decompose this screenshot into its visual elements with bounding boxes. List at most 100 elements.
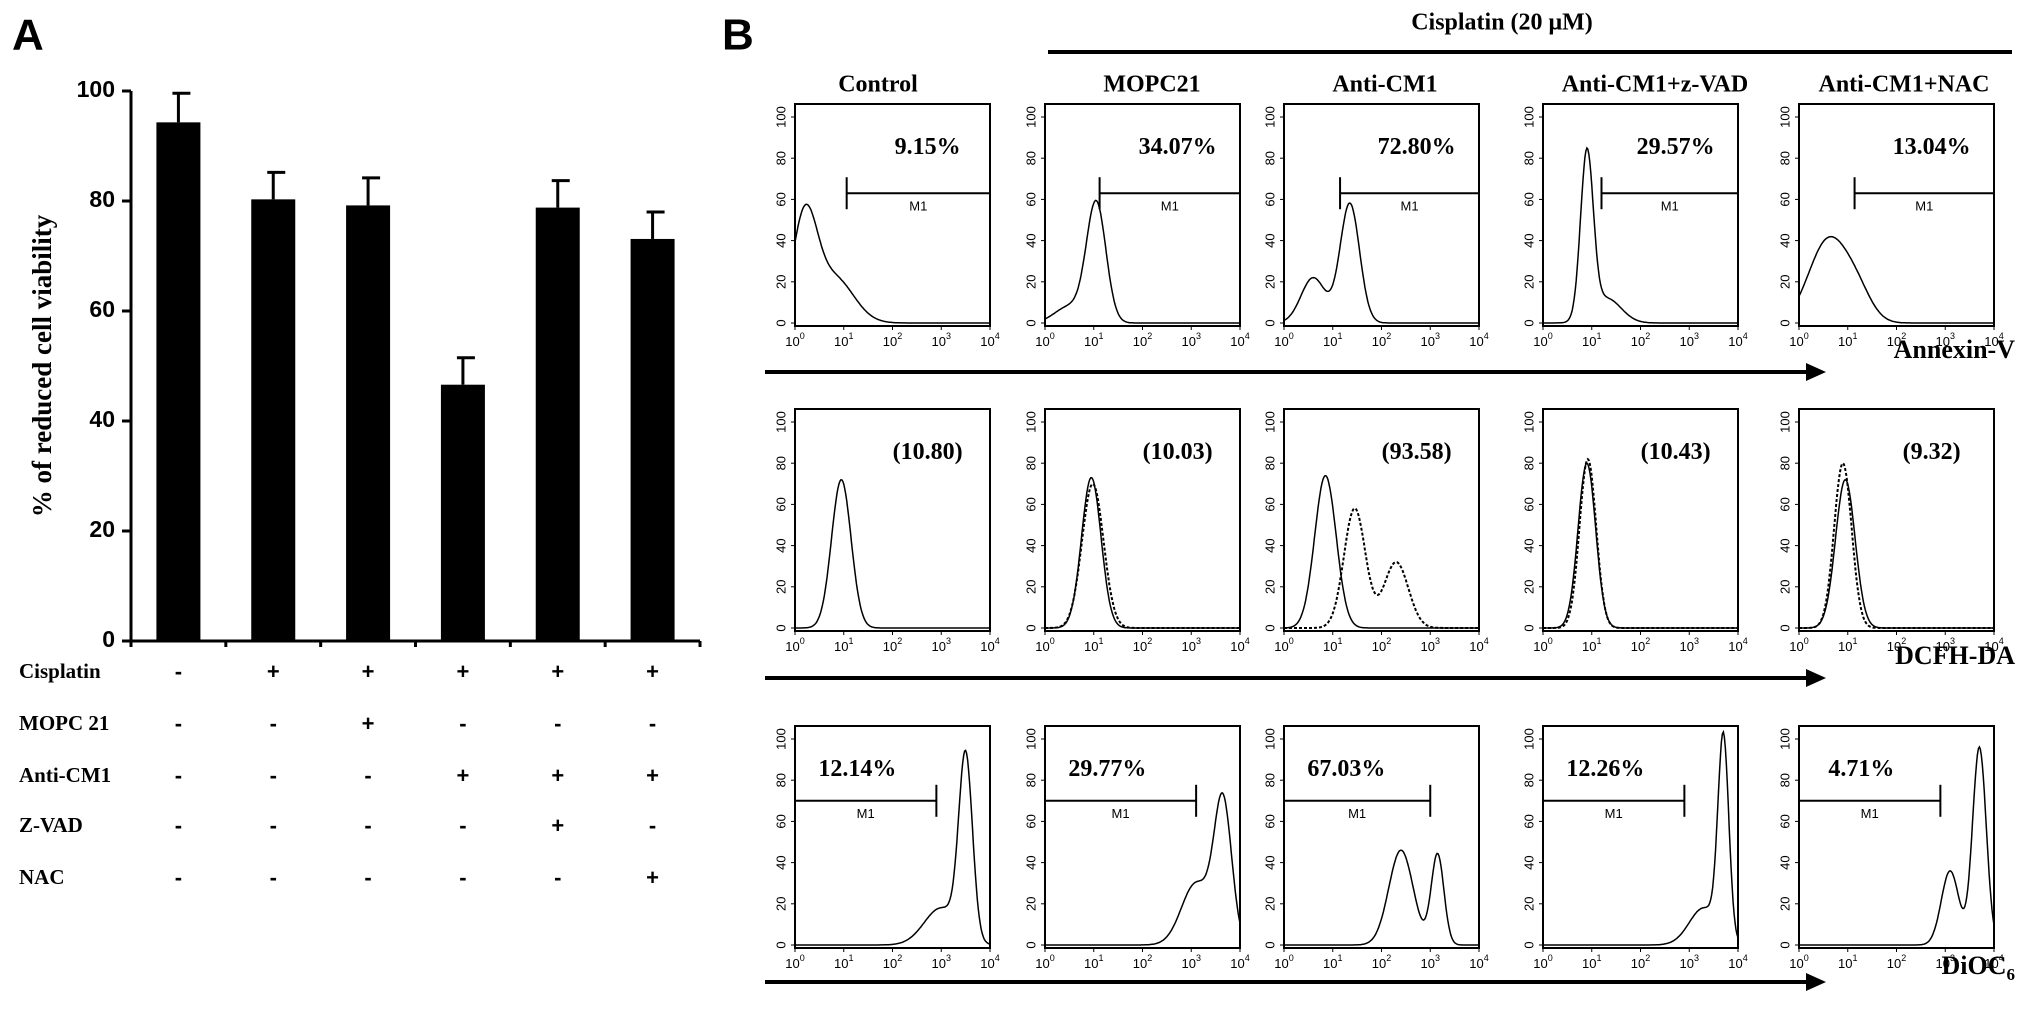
x-tick-label: 104 <box>980 636 999 654</box>
treatment-sign: - <box>554 711 561 736</box>
x-tick-exponent: 3 <box>1694 636 1699 646</box>
x-tick-base: 10 <box>1230 639 1244 654</box>
x-tick-exponent: 2 <box>897 953 902 963</box>
x-tick-base: 10 <box>1533 334 1547 349</box>
y-tick-label: 100 <box>1521 728 1536 750</box>
y-tick-label: 80 <box>1262 456 1277 470</box>
x-tick-base: 10 <box>1421 956 1435 971</box>
x-tick-label: 100 <box>1789 953 1808 971</box>
x-tick-base: 10 <box>1789 334 1803 349</box>
x-tick-label: 104 <box>980 953 999 971</box>
y-tick-label: 60 <box>1262 814 1277 828</box>
x-tick-exponent: 1 <box>1098 953 1103 963</box>
histogram-value-label: 12.26% <box>1566 756 1644 782</box>
x-tick-label: 100 <box>785 953 804 971</box>
treatment-sign: - <box>270 711 277 736</box>
x-tick-exponent: 3 <box>1950 636 1955 646</box>
plot-frame <box>794 103 991 327</box>
x-tick-exponent: 0 <box>1548 636 1553 646</box>
column-title: Anti-CM1+z-VAD <box>1562 72 1749 98</box>
histogram <box>1284 474 1479 629</box>
x-tick-base: 10 <box>1133 956 1147 971</box>
x-tick-exponent: 4 <box>995 636 1000 646</box>
x-tick-label: 102 <box>1631 636 1650 654</box>
x-tick-exponent: 4 <box>1743 953 1748 963</box>
axis-arrowhead <box>1806 973 1826 991</box>
x-tick-base: 10 <box>834 956 848 971</box>
x-tick-base: 10 <box>1936 639 1950 654</box>
x-tick-label: 101 <box>1838 331 1857 349</box>
x-tick-label: 100 <box>785 331 804 349</box>
x-tick-label: 102 <box>1887 331 1906 349</box>
x-tick-exponent: 3 <box>1435 636 1440 646</box>
x-tick-label: 103 <box>1680 636 1699 654</box>
y-tick-label: 0 <box>773 319 788 326</box>
error-bar <box>267 170 286 200</box>
y-axis-label: % of reduced cell viability <box>27 214 57 517</box>
x-tick-label: 103 <box>1421 953 1440 971</box>
x-tick-base: 10 <box>1084 956 1098 971</box>
y-tick-label: 0 <box>1023 941 1038 948</box>
x-tick-base: 10 <box>834 639 848 654</box>
treatment-sign: - <box>175 763 182 788</box>
column-title: Control <box>838 72 918 98</box>
marker-name: Annexin-V <box>1894 335 2016 364</box>
gate <box>1339 177 1480 210</box>
histogram-value-label: 4.71% <box>1828 756 1894 782</box>
x-tick-label: 104 <box>1230 331 1249 349</box>
y-tick-label: 20 <box>1777 897 1792 911</box>
y-tick-label: 40 <box>1023 233 1038 247</box>
treatment-sign: + <box>551 763 564 788</box>
y-tick-label: 60 <box>773 192 788 206</box>
gate <box>1853 177 1995 210</box>
x-tick-base: 10 <box>1887 639 1901 654</box>
x-tick-label: 101 <box>834 953 853 971</box>
x-tick-exponent: 3 <box>946 331 951 341</box>
bar <box>251 199 296 641</box>
x-tick-exponent: 4 <box>1484 636 1489 646</box>
x-tick-base: 10 <box>980 639 994 654</box>
bar <box>346 205 391 641</box>
histogram <box>795 749 991 946</box>
y-tick-label: 80 <box>1777 456 1792 470</box>
x-tick-label: 100 <box>1533 636 1552 654</box>
x-tick-exponent: 2 <box>1386 331 1391 341</box>
y-tick-label: 60 <box>1521 814 1536 828</box>
x-tick-exponent: 4 <box>995 953 1000 963</box>
y-tick-label: 60 <box>1521 192 1536 206</box>
x-tick-exponent: 1 <box>1596 331 1601 341</box>
x-tick-exponent: 0 <box>800 331 805 341</box>
x-tick-exponent: 3 <box>946 636 951 646</box>
gate-label: M1 <box>1661 199 1679 214</box>
y-tick-label: 0 <box>1023 624 1038 631</box>
y-tick-label: 100 <box>1777 411 1792 433</box>
x-tick-base: 10 <box>1887 956 1901 971</box>
x-tick-label: 103 <box>1936 636 1955 654</box>
y-tick-label: 80 <box>1521 151 1536 165</box>
treatment-sign: - <box>175 865 182 890</box>
x-tick-exponent: 2 <box>1901 636 1906 646</box>
x-tick-label: 103 <box>1680 331 1699 349</box>
x-tick-base: 10 <box>1323 334 1337 349</box>
x-tick-label: 104 <box>980 331 999 349</box>
x-tick-label: 104 <box>1728 331 1747 349</box>
histogram <box>1798 235 1994 324</box>
x-tick-label: 103 <box>932 331 951 349</box>
y-tick-label: 60 <box>1262 497 1277 511</box>
x-tick-exponent: 3 <box>1694 953 1699 963</box>
x-tick-exponent: 0 <box>800 953 805 963</box>
treatment-sign: + <box>646 659 659 684</box>
x-tick-label: 104 <box>1728 953 1747 971</box>
x-tick-base: 10 <box>1984 639 1998 654</box>
histogram-value-label: 67.03% <box>1307 756 1385 782</box>
x-tick-exponent: 0 <box>800 636 805 646</box>
x-tick-exponent: 0 <box>1050 331 1055 341</box>
y-tick-label: 20 <box>1521 897 1536 911</box>
x-tick-label: 100 <box>1274 953 1293 971</box>
x-tick-exponent: 2 <box>1386 953 1391 963</box>
x-tick-base: 10 <box>1323 956 1337 971</box>
x-tick-label: 101 <box>1323 953 1342 971</box>
x-tick-base: 10 <box>980 956 994 971</box>
gate <box>794 784 938 817</box>
y-tick-label: 100 <box>773 106 788 128</box>
